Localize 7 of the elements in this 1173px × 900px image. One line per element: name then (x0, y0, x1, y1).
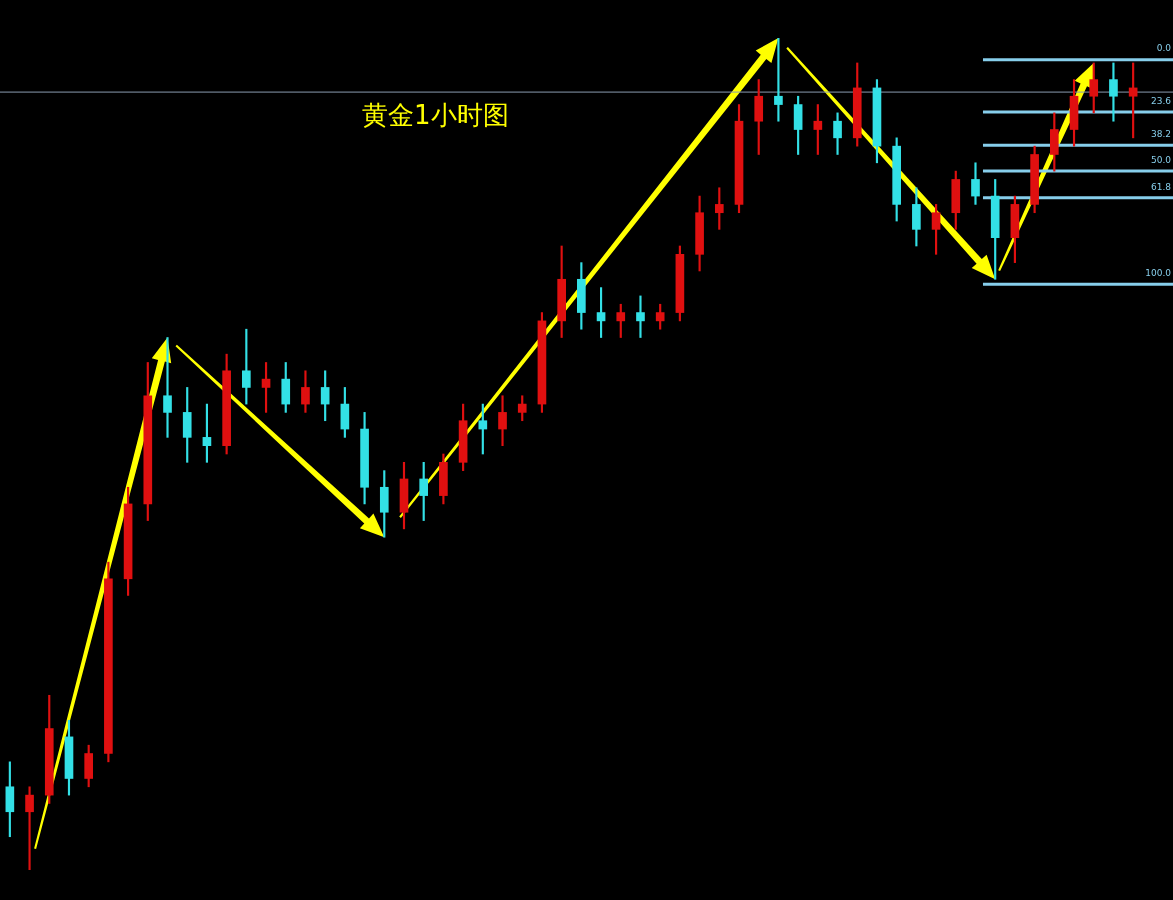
annotation: 38.2 (1150, 129, 1171, 140)
annotation: 61.8 (1150, 181, 1172, 192)
annotation: 23.6 (1150, 95, 1172, 106)
annotation: 0.0 (1156, 43, 1172, 54)
annotation: 50.0 (1150, 154, 1172, 165)
annotation: 100.0 (1145, 268, 1172, 279)
text: 黄金1小时图 (362, 99, 509, 132)
